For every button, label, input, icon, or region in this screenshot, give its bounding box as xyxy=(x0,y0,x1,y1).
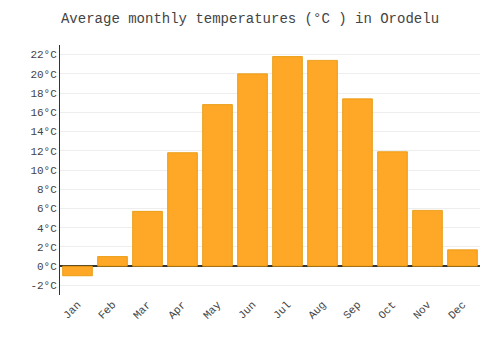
svg-text:16°C: 16°C xyxy=(30,107,57,119)
svg-text:Feb: Feb xyxy=(96,299,118,321)
svg-text:Mar: Mar xyxy=(131,299,153,321)
svg-text:Nov: Nov xyxy=(411,299,434,322)
svg-text:Average monthly temperatures (: Average monthly temperatures (°C ) in Or… xyxy=(61,11,439,27)
svg-text:Dec: Dec xyxy=(446,299,468,321)
svg-text:Apr: Apr xyxy=(166,299,188,321)
svg-text:-2°C: -2°C xyxy=(30,280,57,292)
svg-text:Oct: Oct xyxy=(376,299,398,321)
svg-text:10°C: 10°C xyxy=(30,165,57,177)
svg-text:Jan: Jan xyxy=(61,299,83,321)
svg-text:4°C: 4°C xyxy=(37,223,57,235)
svg-text:Jun: Jun xyxy=(236,299,258,321)
svg-text:Sep: Sep xyxy=(341,299,363,321)
svg-text:May: May xyxy=(201,299,224,322)
svg-text:8°C: 8°C xyxy=(37,184,57,196)
svg-text:2°C: 2°C xyxy=(37,242,57,254)
svg-text:12°C: 12°C xyxy=(30,146,57,158)
svg-text:22°C: 22°C xyxy=(30,49,57,61)
svg-text:20°C: 20°C xyxy=(30,69,57,81)
svg-text:Aug: Aug xyxy=(306,299,328,321)
svg-text:Jul: Jul xyxy=(271,299,293,321)
svg-text:0°C: 0°C xyxy=(37,261,57,273)
svg-text:18°C: 18°C xyxy=(30,88,57,100)
svg-text:14°C: 14°C xyxy=(30,126,57,138)
svg-text:6°C: 6°C xyxy=(37,203,57,215)
